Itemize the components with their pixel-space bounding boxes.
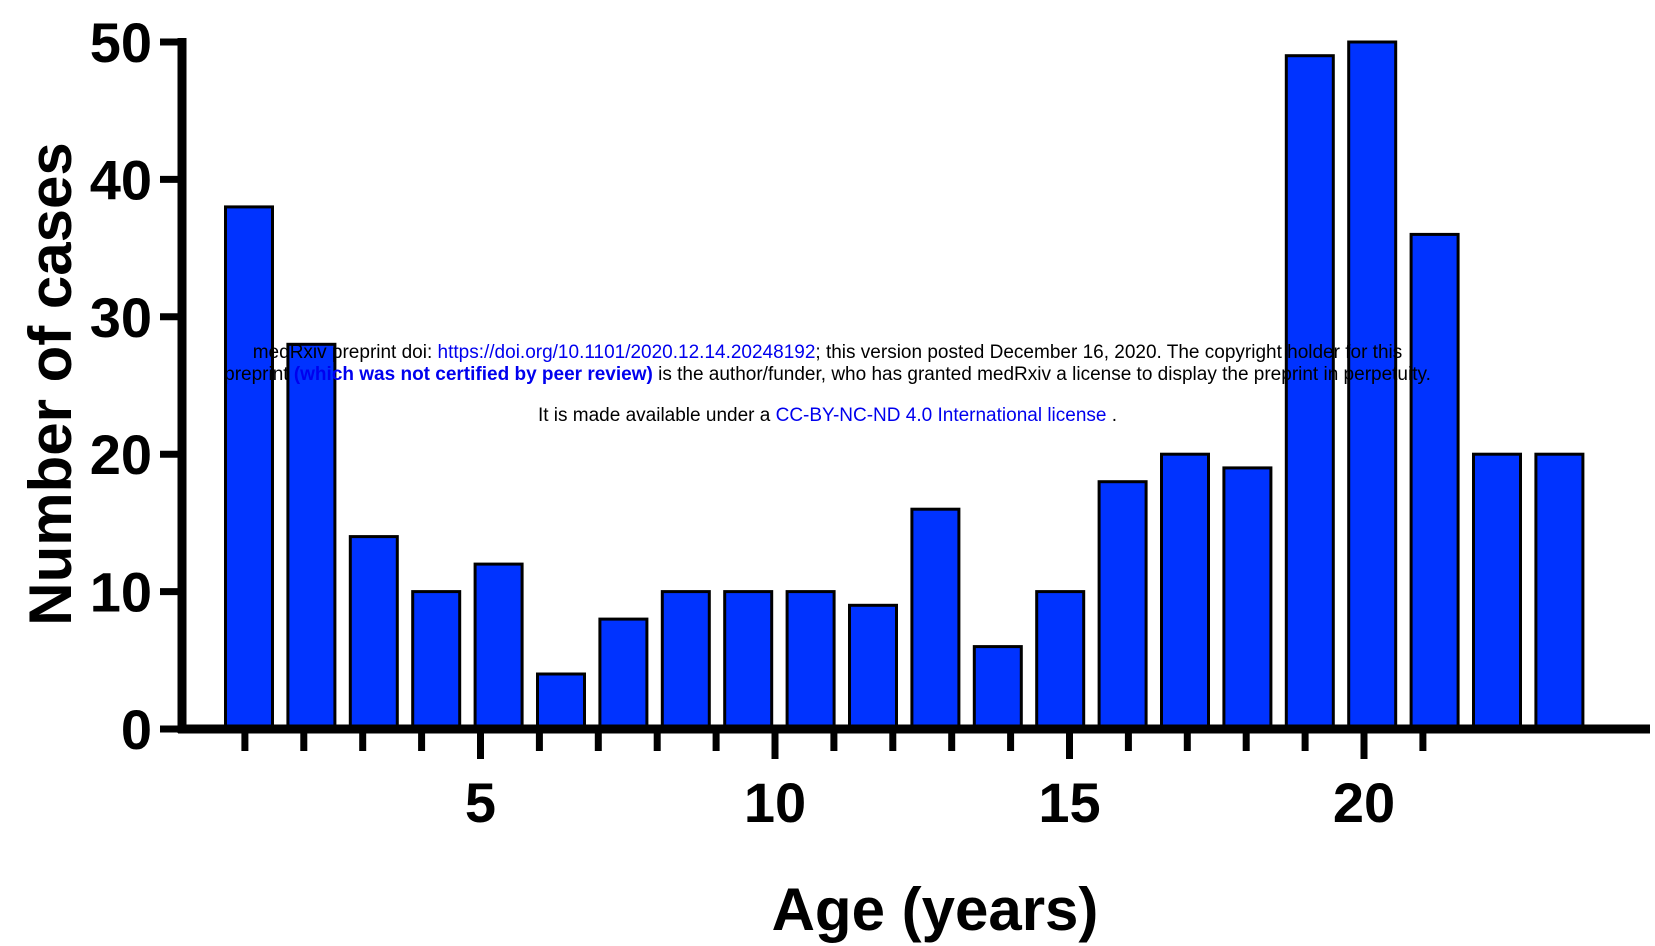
bar-6 [536,672,586,731]
x-tick-label: 10 [744,771,806,834]
license-link[interactable]: CC-BY-NC-ND 4.0 International license [775,405,1107,426]
y-tick-label: 20 [90,423,152,486]
bar-21 [1472,452,1522,731]
doi-link[interactable]: https://doi.org/10.1101/2020.12.14.20248… [437,342,816,363]
bar-18 [1284,54,1335,731]
bar-10 [785,590,836,731]
bar-19 [1347,40,1398,731]
preprint-notice-line1: medRxiv preprint doi: https://doi.org/10… [0,342,1655,364]
license-notice: It is made available under a CC-BY-NC-ND… [0,405,1655,427]
bar-1 [224,205,274,731]
bar-13 [972,645,1023,731]
bar-9 [723,590,774,731]
notice-suffix: . [1106,405,1118,426]
y-ticks-group: 0 10 20 30 40 50 [90,11,182,761]
y-tick-label: 10 [90,561,152,624]
bar-15 [1097,480,1148,731]
bar-4 [411,590,462,731]
bar-20 [1409,232,1460,731]
bar-3 [348,535,399,731]
y-axis-title: Number of cases [17,142,84,626]
bar-2 [286,342,337,731]
bar-14 [1035,590,1086,731]
notice-prefix: It is made available under a [537,405,776,426]
notice-suffix: ; this version posted December 16, 2020.… [815,342,1403,363]
bar-17 [1222,466,1273,731]
peer-review-note: (which was not certified by peer review) [293,364,653,385]
preprint-notice-line2: preprint (which was not certified by pee… [0,364,1655,386]
x-ticks-group: 5 10 15 20 [241,729,1427,834]
bar-16 [1160,452,1210,731]
x-axis-title: Age (years) [772,876,1099,943]
bars-group [224,40,1585,731]
y-tick-label: 0 [121,698,152,761]
y-tick-label: 50 [90,11,152,74]
x-tick-label: 15 [1038,771,1100,834]
bar-22 [1534,452,1585,731]
y-tick-label: 40 [90,148,152,211]
bar-7 [598,617,649,731]
x-tick-label: 5 [465,771,496,834]
bar-11 [848,603,898,731]
y-tick-label: 30 [90,286,152,349]
notice-prefix: medRxiv preprint doi: [252,342,438,363]
notice-suffix: is the author/funder, who has granted me… [652,364,1431,385]
bar-8 [660,590,711,731]
bar-5 [473,562,524,731]
notice-prefix: preprint [224,364,294,385]
bar-12 [910,507,961,731]
x-tick-label: 20 [1333,771,1395,834]
